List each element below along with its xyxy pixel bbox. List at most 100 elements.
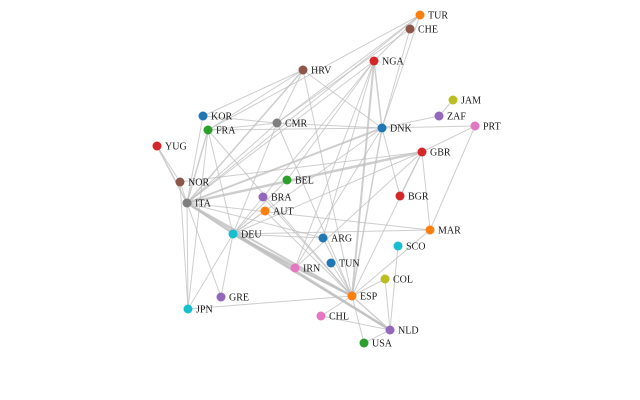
edge-ESP-CHL [320, 295, 353, 317]
edge-NGA-BEL [286, 60, 375, 181]
edge-AUT-DEU [232, 210, 266, 235]
node-label-BEL: BEL [295, 176, 314, 187]
edge-FRA-ITA [186, 129, 209, 204]
edge-GBR-BGR [399, 151, 423, 197]
edge-KOR-CMR [202, 115, 278, 124]
edge-CMR-ESP [276, 122, 353, 297]
node-NOR [175, 177, 185, 187]
edge-GBR-IRN [294, 151, 423, 269]
edge-TUR-DNK [381, 14, 421, 129]
node-label-USA: USA [372, 339, 393, 350]
edge-TUR-ITA [186, 14, 421, 204]
node-label-CHE: CHE [418, 25, 438, 36]
node-DEU [228, 229, 238, 239]
edge-TUR-CMR [276, 14, 421, 124]
node-label-YUG: YUG [165, 142, 187, 153]
node-label-CMR: CMR [285, 119, 308, 130]
edge-PRT-DNK [381, 125, 476, 129]
node-label-PRT: PRT [483, 122, 501, 133]
node-ZAF [434, 111, 444, 121]
node-KOR [198, 111, 208, 121]
edge-BEL-DEU [232, 179, 288, 235]
node-label-DNK: DNK [390, 124, 412, 135]
edge-ESP-USA [351, 295, 365, 344]
edge-FRA-CMR [207, 122, 278, 131]
node-label-NGA: NGA [382, 57, 404, 68]
node-BEL [282, 175, 292, 185]
node-label-TUN: TUN [339, 259, 360, 270]
node-label-GBR: GBR [430, 148, 451, 159]
node-HRV [298, 65, 308, 75]
node-JAM [448, 95, 458, 105]
edge-NLD-USA [363, 329, 391, 344]
node-SCO [393, 241, 403, 251]
node-label-DEU: DEU [241, 230, 262, 241]
edge-CMR-DNK [276, 122, 383, 129]
node-MAR [425, 225, 435, 235]
edge-DEU-NLD [232, 233, 391, 331]
edge-COL-ESP [351, 278, 386, 297]
node-PRT [470, 121, 480, 131]
node-label-JAM: JAM [461, 96, 481, 107]
node-FRA [203, 125, 213, 135]
node-ITA [182, 198, 192, 208]
node-label-ESP: ESP [360, 292, 378, 303]
node-label-AUT: AUT [273, 207, 294, 218]
edge-CHL-NLD [320, 315, 391, 331]
edge-YUG-ITA [156, 145, 188, 204]
edge-AUT-ESP [264, 210, 353, 297]
node-NGA [369, 56, 379, 66]
edge-DNK-BGR [381, 127, 401, 197]
node-CMR [272, 118, 282, 128]
node-label-SCO: SCO [406, 242, 425, 253]
node-TUN [326, 258, 336, 268]
node-ARG [318, 233, 328, 243]
node-BGR [395, 191, 405, 201]
edge-TUR-FRA [207, 14, 421, 131]
edge-ESP-JPN [187, 295, 353, 310]
labels-layer: TUR CHE NGA HRV JAM ZAF PRT KOR FRA CMR DNK YUG GBR N… [165, 11, 501, 350]
node-label-BRA: BRA [271, 193, 292, 204]
edge-HRV-CMR [276, 69, 304, 124]
node-label-ARG: ARG [331, 234, 352, 245]
node-AUT [260, 206, 270, 216]
node-label-BGR: BGR [408, 192, 429, 203]
node-GRE [216, 292, 226, 302]
edge-DNK-IRN [294, 127, 383, 269]
edge-SCO-NLD [389, 245, 399, 331]
edge-ZAF-DNK [381, 115, 440, 129]
node-JPN [183, 304, 193, 314]
edge-NGA-DNK [373, 60, 383, 129]
node-label-HRV: HRV [311, 66, 332, 77]
edge-FRA-DEU [207, 129, 234, 235]
node-label-MAR: MAR [438, 226, 461, 237]
node-label-NLD: NLD [398, 326, 419, 337]
edge-ITA-MAR [186, 202, 431, 231]
node-NLD [385, 325, 395, 335]
node-label-NOR: NOR [188, 178, 209, 189]
edge-NGA-DEU [232, 60, 375, 235]
edge-HRV-ESP [302, 69, 353, 297]
node-CHL [316, 311, 326, 321]
node-IRN [290, 263, 300, 273]
node-label-JPN: JPN [196, 305, 213, 316]
edge-NOR-JPN [179, 181, 189, 310]
node-label-COL: COL [393, 275, 413, 286]
node-label-GRE: GRE [229, 293, 249, 304]
edge-ESP-NLD [351, 295, 391, 331]
edge-DEU-GRE [220, 233, 234, 298]
node-label-ZAF: ZAF [447, 112, 466, 123]
node-YUG [152, 141, 162, 151]
edge-HRV-DNK [302, 69, 383, 129]
edges-layer [156, 14, 476, 344]
edge-CMR-DEU [232, 122, 278, 235]
node-label-ITA: ITA [195, 199, 212, 210]
edge-HRV-KOR [202, 69, 304, 117]
edge-DEU-IRN [232, 233, 296, 269]
node-TUR [415, 10, 425, 20]
nodes-layer [152, 10, 480, 348]
edge-GBR-MAR [421, 151, 431, 231]
node-COL [380, 274, 390, 284]
